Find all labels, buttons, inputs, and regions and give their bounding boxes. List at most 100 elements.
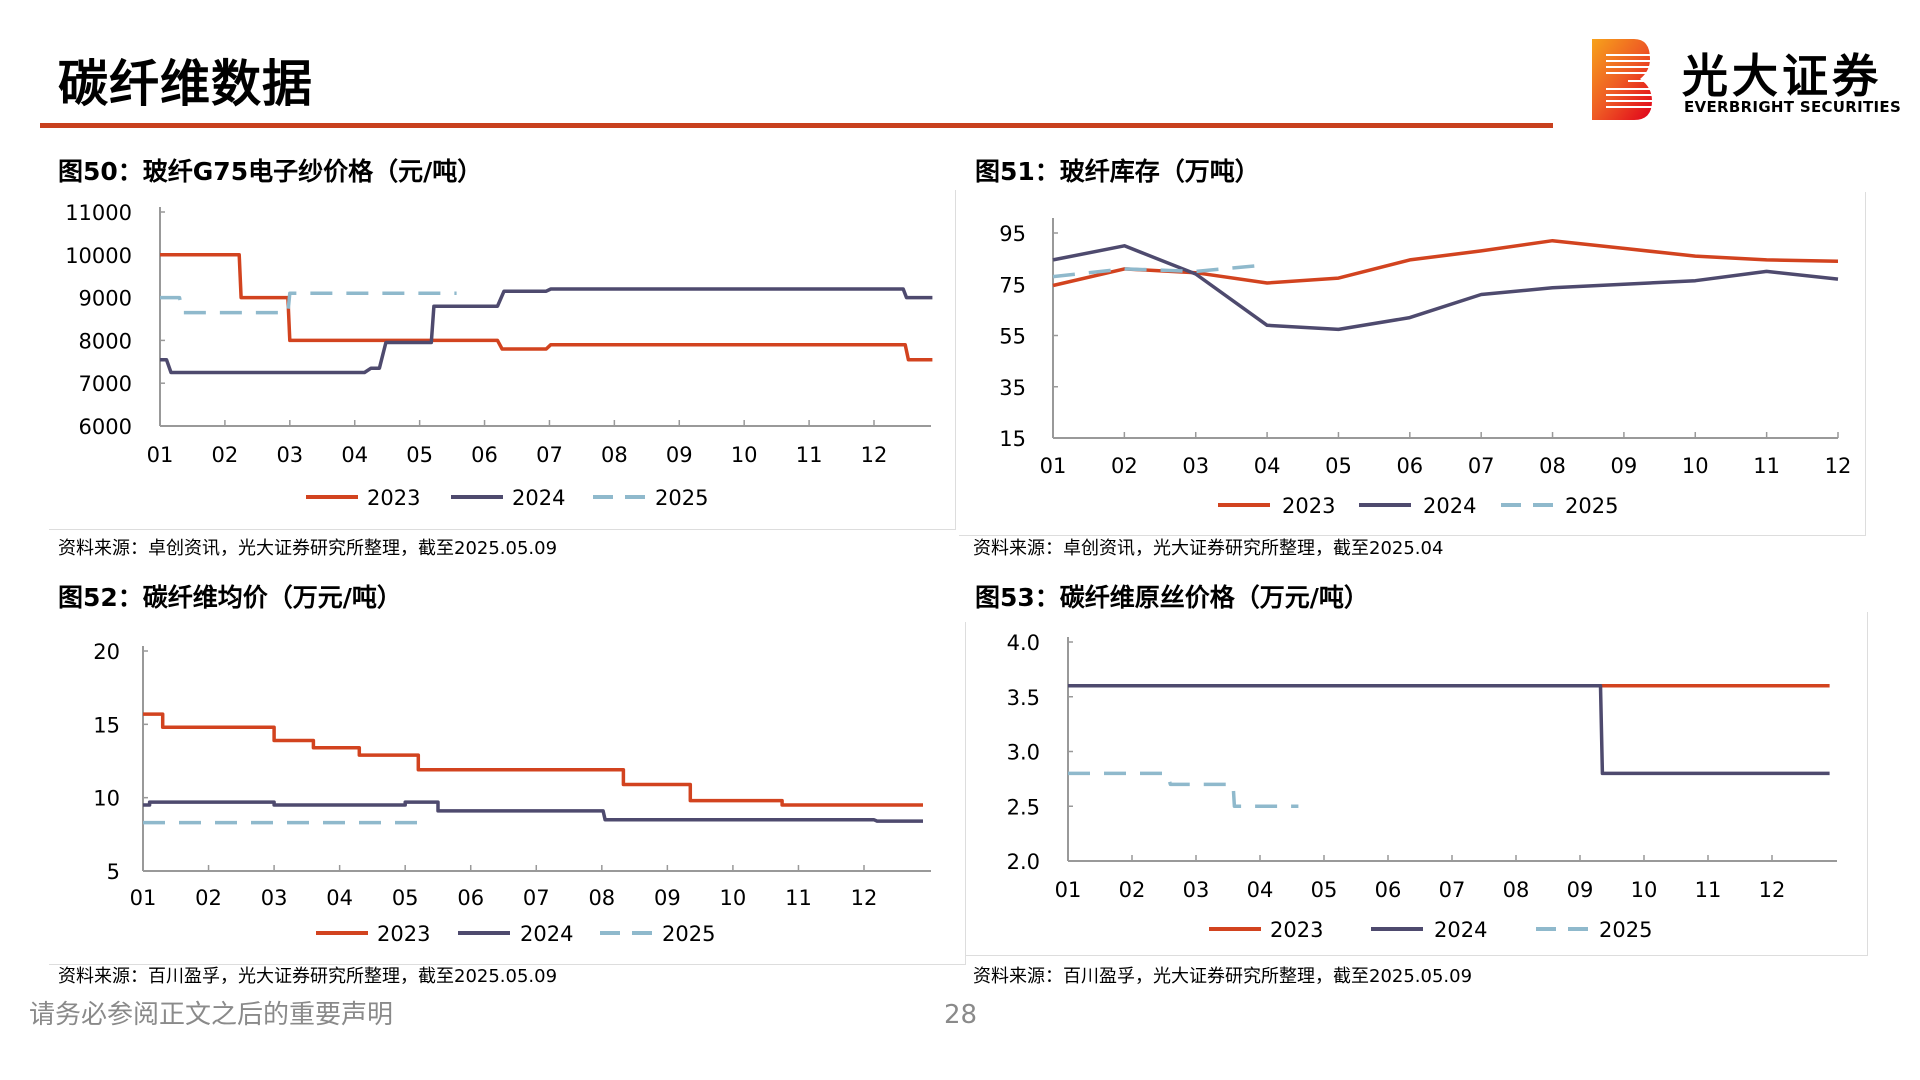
y-tick-label: 11000 [65,201,132,225]
y-tick-label: 7000 [79,372,132,396]
y-tick-label: 5 [107,860,120,884]
logo-text-en: EVERBRIGHT SECURITIES [1684,98,1902,116]
chart-title-fig53: 图53：碳纤维原丝价格（万元/吨） [975,583,1369,612]
x-tick-label: 06 [471,443,498,467]
x-tick-label: 06 [457,886,484,910]
x-tick-label: 03 [276,443,303,467]
y-tick-label: 10000 [65,244,132,268]
y-tick-label: 10 [93,787,120,811]
x-tick-label: 05 [406,443,433,467]
legend-label-2024: 2024 [520,922,573,946]
logo-b-icon [1592,39,1652,120]
x-tick-label: 09 [666,443,693,467]
chart-panel-fig53 [965,612,1868,956]
x-tick-label: 10 [1682,454,1709,478]
legend-label-2024: 2024 [1434,918,1487,942]
y-tick-label: 55 [999,325,1026,349]
x-tick-label: 07 [523,886,550,910]
x-tick-label: 01 [1055,878,1082,902]
page-number: 28 [944,1000,978,1030]
x-tick-label: 11 [1695,878,1722,902]
series-line-2025 [160,291,457,315]
footer-disclaimer: 请务必参阅正文之后的重要声明 [29,1000,394,1030]
logo-text-cn: 光大证券 [1682,49,1882,103]
source-note-fig50: 资料来源：卓创资讯，光大证券研究所整理，截至2025.05.09 [58,538,558,559]
x-tick-label: 05 [392,886,419,910]
y-tick-label: 6000 [79,415,132,439]
series-line-2023 [143,712,923,807]
x-tick-label: 09 [1567,878,1594,902]
x-tick-label: 02 [1119,878,1146,902]
x-tick-label: 11 [1753,454,1780,478]
x-tick-label: 08 [601,443,628,467]
chart-panel-fig50 [49,190,956,530]
x-tick-label: 10 [731,443,758,467]
chart-panel-fig52 [49,622,966,965]
x-tick-label: 03 [1183,878,1210,902]
y-tick-label: 2.0 [1007,850,1040,874]
chart-fig53: 4.0 3.5 3.0 2.5 2.0 01 02 03 04 05 06 07 08 09 10 11 12 2… [1007,631,1837,942]
chart-title-fig51: 图51：玻纤库存（万吨） [975,157,1260,186]
y-tick-label: 95 [999,222,1026,246]
x-tick-label: 09 [1611,454,1638,478]
legend-label-2023: 2023 [367,486,420,510]
x-tick-label: 05 [1325,454,1352,478]
x-tick-label: 06 [1396,454,1423,478]
x-tick-label: 08 [588,886,615,910]
x-tick-label: 08 [1539,454,1566,478]
everbright-logo [1590,37,1890,122]
y-tick-label: 15 [93,713,120,737]
chart-title-fig52: 图52：碳纤维均价（万元/吨） [58,583,402,612]
x-tick-label: 12 [1759,878,1786,902]
x-tick-label: 05 [1311,878,1338,902]
legend-label-2024: 2024 [1423,494,1476,518]
x-tick-label: 04 [1254,454,1281,478]
legend-label-2024: 2024 [512,486,565,510]
legend-label-2023: 2023 [377,922,430,946]
x-tick-label: 04 [1247,878,1274,902]
x-tick-label: 12 [851,886,878,910]
title-rule [40,123,1553,128]
source-note-fig53: 资料来源：百川盈孚，光大证券研究所整理，截至2025.05.09 [973,966,1473,987]
legend-label-2025: 2025 [655,486,708,510]
x-tick-label: 03 [261,886,288,910]
series-line-2023 [160,253,933,362]
x-tick-label: 01 [147,443,174,467]
legend-label-2025: 2025 [1565,494,1618,518]
y-tick-label: 20 [93,640,120,664]
chart-fig51: 95 75 55 35 15 01 02 03 04 05 06 07 08 09 10 11 12 2023 20… [999,218,1851,518]
x-tick-label: 11 [785,886,812,910]
y-tick-label: 4.0 [1007,631,1040,655]
x-tick-label: 10 [1631,878,1658,902]
page-title: 碳纤维数据 [58,55,313,113]
y-tick-label: 8000 [79,329,132,353]
x-tick-label: 11 [796,443,823,467]
x-tick-label: 07 [536,443,563,467]
series-line-2023 [1052,238,1839,288]
series-line-2024 [143,800,923,823]
y-tick-label: 3.0 [1007,741,1040,765]
x-tick-label: 10 [720,886,747,910]
legend-label-2023: 2023 [1270,918,1323,942]
y-tick-label: 35 [999,376,1026,400]
source-note-fig51: 资料来源：卓创资讯，光大证券研究所整理，截至2025.04 [973,538,1444,559]
x-tick-label: 01 [130,886,157,910]
x-tick-label: 09 [654,886,681,910]
x-tick-label: 12 [1825,454,1852,478]
chart-panel-fig51 [959,192,1866,536]
series-line-2024 [160,287,933,375]
y-tick-label: 3.5 [1007,686,1040,710]
chart-title-fig50: 图50：玻纤G75电子纱价格（元/吨） [58,157,483,186]
x-tick-label: 06 [1375,878,1402,902]
x-tick-label: 07 [1439,878,1466,902]
series-line-2024 [1068,684,1830,776]
legend-label-2025: 2025 [662,922,715,946]
x-tick-label: 07 [1468,454,1495,478]
legend-label-2023: 2023 [1282,494,1335,518]
x-tick-label: 02 [212,443,239,467]
x-tick-label: 04 [341,443,368,467]
y-tick-label: 75 [999,273,1026,297]
x-tick-label: 02 [195,886,222,910]
source-note-fig52: 资料来源：百川盈孚，光大证券研究所整理，截至2025.05.09 [58,966,558,987]
